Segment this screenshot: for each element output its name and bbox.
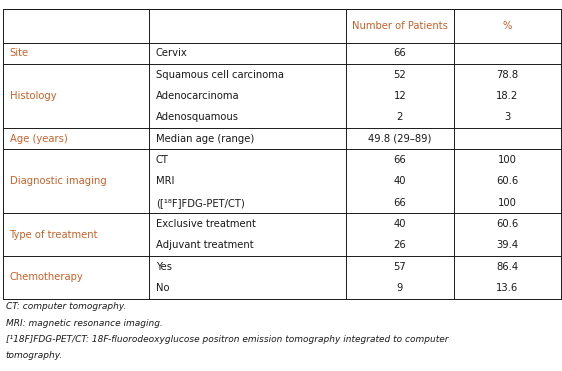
- Text: Site: Site: [10, 48, 29, 58]
- Text: tomography.: tomography.: [6, 351, 63, 360]
- Text: MRI: MRI: [156, 176, 174, 186]
- Text: Diagnostic imaging: Diagnostic imaging: [10, 176, 106, 186]
- Text: 26: 26: [393, 240, 406, 250]
- Text: 57: 57: [393, 262, 406, 272]
- Text: 3: 3: [504, 112, 511, 122]
- Bar: [3, 256, 561, 299]
- Text: Chemotherapy: Chemotherapy: [10, 272, 83, 282]
- Bar: [3, 64, 561, 128]
- Text: 13.6: 13.6: [496, 283, 519, 293]
- Text: Adenocarcinoma: Adenocarcinoma: [156, 91, 239, 101]
- Text: Age (years): Age (years): [10, 134, 67, 144]
- Text: 52: 52: [393, 70, 406, 79]
- Bar: [3, 43, 561, 64]
- Text: Median age (range): Median age (range): [156, 134, 254, 144]
- Text: Yes: Yes: [156, 262, 171, 272]
- Text: [¹18F]FDG-PET/CT: 18F-fluorodeoxyglucose positron emission tomography integrated: [¹18F]FDG-PET/CT: 18F-fluorodeoxyglucose…: [6, 335, 448, 344]
- Text: 66: 66: [393, 155, 406, 165]
- Text: 66: 66: [393, 48, 406, 58]
- Text: 39.4: 39.4: [496, 240, 519, 250]
- Text: CT: CT: [156, 155, 169, 165]
- Bar: [3, 213, 561, 256]
- Text: Adjuvant treatment: Adjuvant treatment: [156, 240, 253, 250]
- Text: Squamous cell carcinoma: Squamous cell carcinoma: [156, 70, 284, 79]
- Text: 86.4: 86.4: [496, 262, 519, 272]
- Text: %: %: [503, 21, 512, 31]
- Text: 100: 100: [498, 198, 517, 208]
- Bar: [3, 9, 561, 43]
- Text: 2: 2: [397, 112, 403, 122]
- Text: 9: 9: [397, 283, 403, 293]
- Text: CT: computer tomography.: CT: computer tomography.: [6, 302, 126, 311]
- Text: 60.6: 60.6: [496, 176, 519, 186]
- Text: Exclusive treatment: Exclusive treatment: [156, 219, 256, 229]
- Text: Adenosquamous: Adenosquamous: [156, 112, 239, 122]
- Bar: [3, 128, 561, 149]
- Text: 18.2: 18.2: [496, 91, 519, 101]
- Text: 78.8: 78.8: [496, 70, 519, 79]
- Text: 40: 40: [393, 176, 406, 186]
- Text: Number of Patients: Number of Patients: [352, 21, 448, 31]
- Text: 40: 40: [393, 219, 406, 229]
- Text: 100: 100: [498, 155, 517, 165]
- Text: ([¹⁸F]FDG-PET/CT): ([¹⁸F]FDG-PET/CT): [156, 198, 244, 208]
- Text: Cervix: Cervix: [156, 48, 187, 58]
- Text: 66: 66: [393, 198, 406, 208]
- Text: 49.8 (29–89): 49.8 (29–89): [368, 134, 432, 144]
- Text: No: No: [156, 283, 169, 293]
- Text: 12: 12: [393, 91, 406, 101]
- Text: 60.6: 60.6: [496, 219, 519, 229]
- Text: MRI: magnetic resonance imaging.: MRI: magnetic resonance imaging.: [6, 319, 162, 328]
- Text: Histology: Histology: [10, 91, 56, 101]
- Bar: [3, 149, 561, 213]
- Text: Type of treatment: Type of treatment: [10, 230, 98, 240]
